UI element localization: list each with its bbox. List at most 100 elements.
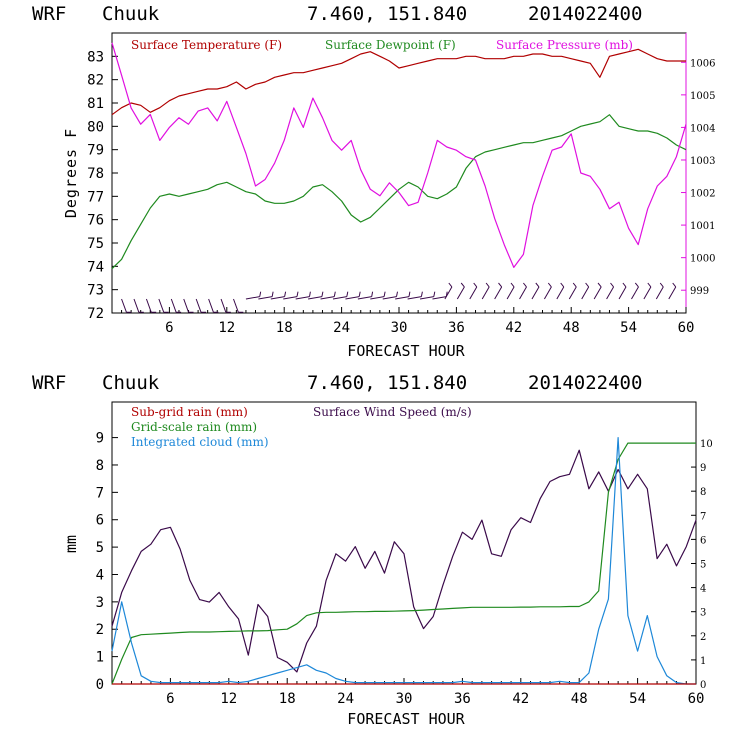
right-tick-label: 5 (700, 559, 706, 570)
wind-barb-flag (284, 291, 287, 297)
y-tick-label: 0 (96, 677, 104, 693)
wind-barb (456, 286, 465, 300)
x-tick-label: 36 (454, 691, 471, 707)
right-tick-label: 9 (700, 463, 706, 474)
wind-barb (258, 296, 273, 300)
x-tick-label: 60 (688, 691, 705, 707)
wind-barb-flag (634, 282, 639, 288)
wind-barb (556, 286, 565, 300)
x-tick-label: 6 (166, 691, 174, 707)
wind-barb (407, 296, 422, 300)
y-tick-label: 80 (87, 119, 104, 135)
wind-barbs (121, 282, 677, 313)
wind-barb-flag (535, 282, 540, 288)
wind-barb (519, 286, 527, 300)
right-tick-label: 1005 (690, 91, 715, 102)
wind-barb (332, 296, 347, 300)
right-tick-label: 6 (700, 535, 706, 546)
x-axis-label: FORECAST HOUR (347, 710, 465, 728)
header-coords: 7.460, 151.840 (307, 372, 467, 394)
y-tick-label: 2 (96, 622, 104, 638)
wind-barb-flag (622, 282, 627, 288)
x-tick-label: 60 (678, 320, 695, 336)
wind-barb (195, 298, 202, 313)
x-axis-label: FORECAST HOUR (347, 342, 465, 360)
wind-barb (270, 296, 285, 300)
y-tick-label: 83 (87, 49, 104, 65)
right-tick-label: 1004 (690, 123, 715, 134)
wind-barb (208, 298, 214, 313)
wind-barb (357, 296, 372, 300)
legend-gridscale-rain: Grid-scale rain (mm) (131, 420, 257, 434)
wind-barb (395, 296, 410, 300)
x-tick-label: 30 (391, 320, 408, 336)
wind-barb-flag (333, 291, 336, 297)
wind-barb-flag (271, 291, 274, 297)
series-surface-dewpoint-f (111, 114, 687, 270)
x-tick-label: 18 (276, 320, 293, 336)
wind-barb (283, 296, 298, 300)
y-tick-label: 72 (87, 306, 104, 322)
right-tick-label: 3 (700, 608, 706, 619)
series-lines (111, 42, 687, 270)
y-tick-label: 76 (87, 213, 104, 229)
wind-barb (593, 286, 602, 300)
wind-barb (295, 296, 310, 300)
x-tick-label: 54 (620, 320, 637, 336)
wind-barb (158, 298, 165, 313)
wind-barb-flag (460, 282, 465, 288)
wind-barb (469, 286, 478, 300)
wind-barb-flag (672, 282, 677, 288)
wind-barb-flag (485, 282, 490, 288)
wind-barb-flag (358, 291, 361, 297)
wind-barb-flag (309, 291, 311, 297)
wind-barb-flag (383, 291, 386, 297)
right-tick-label: 1 (700, 656, 706, 667)
wind-barb (345, 296, 360, 300)
wind-barb (643, 286, 652, 300)
wind-barb (606, 286, 615, 300)
wind-barb (568, 286, 577, 300)
wind-barb (581, 286, 590, 300)
wind-barb-flag (647, 282, 652, 288)
wind-barb (370, 296, 385, 300)
wind-barb (382, 296, 397, 300)
y-axis-label: Degrees F (62, 128, 80, 218)
wind-barb (145, 298, 152, 313)
wind-barb (481, 286, 490, 300)
right-tick-label: 4 (700, 584, 706, 595)
x-tick-label: 18 (279, 691, 296, 707)
right-tick-label: 1001 (690, 221, 715, 232)
wind-barb-flag (523, 282, 527, 288)
legend-temperature: Surface Temperature (F) (131, 38, 282, 52)
right-tick-label: 1002 (690, 189, 715, 200)
wind-barb-flag (572, 282, 577, 288)
wind-barb-flag (473, 282, 478, 288)
wind-barb-flag (585, 282, 590, 288)
right-tick-label: 0 (700, 680, 706, 691)
legend-subgrid-rain: Sub-grid rain (mm) (131, 405, 248, 419)
wind-barb-flag (433, 291, 436, 297)
x-tick-label: 48 (563, 320, 580, 336)
y-tick-label: 1 (96, 650, 104, 666)
legend-wind-speed: Surface Wind Speed (m/s) (313, 405, 472, 419)
wind-barb (133, 298, 140, 313)
x-tick-label: 12 (220, 691, 237, 707)
series-surface-temperature-f (111, 48, 686, 116)
right-tick-label: 1003 (690, 156, 715, 167)
y-tick-label: 4 (96, 567, 104, 583)
precipitation-panel: WRF Chuuk 7.460, 151.840 2014022400 Sub-… (32, 372, 713, 728)
wind-barb (531, 286, 540, 300)
x-tick-label: 36 (448, 320, 465, 336)
wind-barb (494, 286, 503, 300)
wind-barb (170, 298, 177, 313)
y-tick-label: 77 (87, 189, 104, 205)
right-tick-label: 1000 (690, 254, 715, 265)
wind-barb-flag (420, 291, 423, 297)
wind-barb (183, 298, 189, 313)
legend-pressure: Surface Pressure (mb) (496, 38, 633, 52)
wind-barb-flag (560, 282, 565, 288)
right-tick-label: 10 (700, 439, 713, 450)
right-tick-label: 999 (690, 286, 709, 297)
x-tick-label: 24 (333, 320, 350, 336)
